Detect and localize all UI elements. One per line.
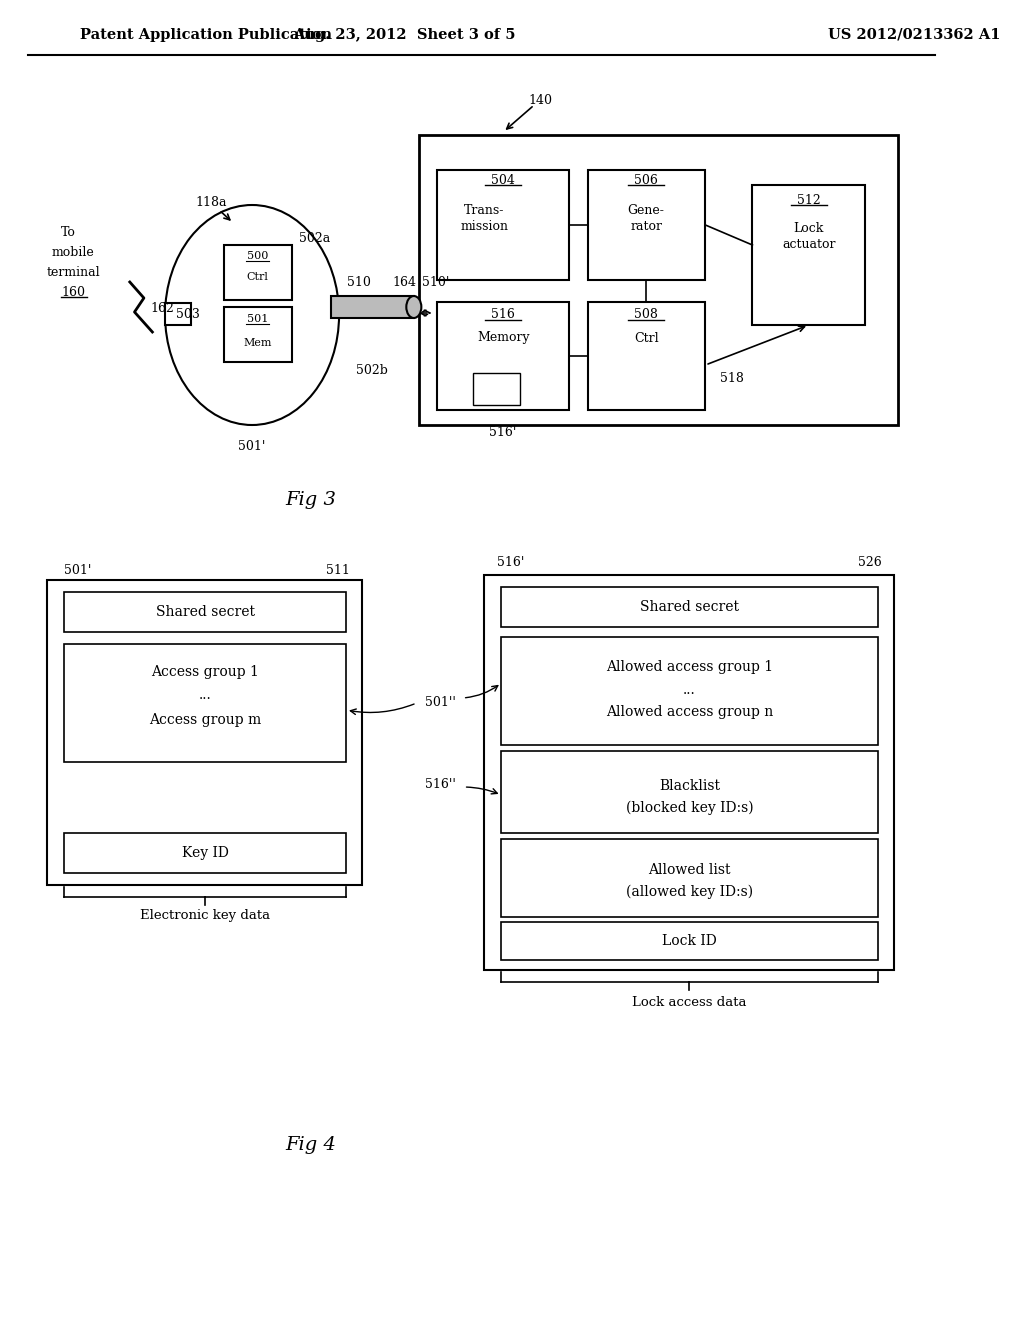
Bar (165, 304, 190, 325)
Text: (allowed key ID:s): (allowed key ID:s) (626, 884, 753, 899)
Text: Ctrl: Ctrl (634, 331, 658, 345)
Text: 140: 140 (528, 94, 553, 107)
Text: Access group m: Access group m (148, 713, 261, 727)
Text: 512: 512 (797, 194, 820, 206)
Text: mission: mission (461, 220, 508, 234)
Text: 160: 160 (61, 285, 85, 298)
Text: Allowed access group n: Allowed access group n (606, 705, 773, 719)
Bar (502, 638, 878, 744)
Bar (502, 751, 878, 833)
Text: mobile: mobile (52, 246, 94, 259)
Text: 508: 508 (634, 309, 658, 322)
Ellipse shape (165, 205, 339, 425)
Text: (blocked key ID:s): (blocked key ID:s) (626, 801, 754, 816)
Text: 503: 503 (176, 309, 200, 322)
Text: 526: 526 (858, 557, 883, 569)
Text: 506: 506 (634, 173, 658, 186)
Text: Gene-: Gene- (628, 203, 665, 216)
Text: Shared secret: Shared secret (156, 605, 255, 619)
Text: Blacklist: Blacklist (658, 779, 720, 793)
Text: 510': 510' (422, 276, 450, 289)
Bar (419, 135, 898, 425)
Bar (437, 170, 569, 280)
Text: Shared secret: Shared secret (640, 601, 739, 614)
Text: Access group 1: Access group 1 (152, 665, 259, 678)
Text: Ctrl: Ctrl (247, 272, 268, 282)
Bar (224, 308, 292, 362)
Text: 164: 164 (392, 276, 417, 289)
Text: Mem: Mem (244, 338, 272, 348)
Bar (63, 644, 346, 762)
Bar (502, 840, 878, 917)
Bar (331, 296, 414, 318)
Text: Trans-: Trans- (464, 203, 505, 216)
Text: 162: 162 (151, 301, 174, 314)
Bar (502, 587, 878, 627)
Bar (47, 579, 362, 884)
Bar (484, 576, 894, 970)
Text: actuator: actuator (782, 239, 836, 252)
Bar (588, 302, 706, 411)
Text: Allowed access group 1: Allowed access group 1 (606, 660, 773, 675)
Ellipse shape (407, 296, 421, 318)
Text: Fig 4: Fig 4 (285, 1137, 336, 1154)
Text: 516'': 516'' (425, 779, 456, 792)
Bar (502, 921, 878, 960)
Text: Key ID: Key ID (181, 846, 228, 861)
Text: 502b: 502b (355, 363, 387, 376)
Text: 501'': 501'' (425, 696, 456, 709)
Bar (224, 246, 292, 300)
Text: 501: 501 (247, 314, 268, 323)
Text: Fig 3: Fig 3 (285, 491, 336, 510)
Text: 501': 501' (63, 564, 91, 577)
Text: 518: 518 (720, 371, 743, 384)
Bar (63, 833, 346, 873)
Text: Aug. 23, 2012  Sheet 3 of 5: Aug. 23, 2012 Sheet 3 of 5 (293, 28, 516, 42)
Text: 510: 510 (347, 276, 372, 289)
Text: 500: 500 (247, 251, 268, 261)
Text: To: To (61, 226, 76, 239)
Text: ...: ... (683, 682, 695, 697)
Bar (63, 591, 346, 632)
Text: Allowed list: Allowed list (648, 863, 731, 876)
Bar (753, 185, 865, 325)
Text: 516: 516 (492, 309, 515, 322)
Text: US 2012/0213362 A1: US 2012/0213362 A1 (827, 28, 1000, 42)
Text: 516': 516' (489, 425, 517, 438)
Text: 511: 511 (326, 564, 350, 577)
Text: ...: ... (199, 688, 211, 702)
Text: Lock ID: Lock ID (663, 935, 717, 948)
Bar (588, 170, 706, 280)
Text: terminal: terminal (47, 265, 100, 279)
Text: 501': 501' (239, 441, 266, 454)
Text: rator: rator (630, 220, 663, 234)
Bar (437, 302, 569, 411)
Text: 118a: 118a (196, 195, 227, 209)
Text: Patent Application Publication: Patent Application Publication (80, 28, 332, 42)
Text: 504: 504 (492, 173, 515, 186)
Text: Lock: Lock (794, 222, 824, 235)
Bar (473, 374, 520, 405)
Text: Memory: Memory (477, 331, 529, 345)
Text: Electronic key data: Electronic key data (140, 908, 270, 921)
Text: 502a: 502a (299, 231, 331, 244)
Text: Lock access data: Lock access data (632, 995, 746, 1008)
Text: 516': 516' (497, 557, 524, 569)
